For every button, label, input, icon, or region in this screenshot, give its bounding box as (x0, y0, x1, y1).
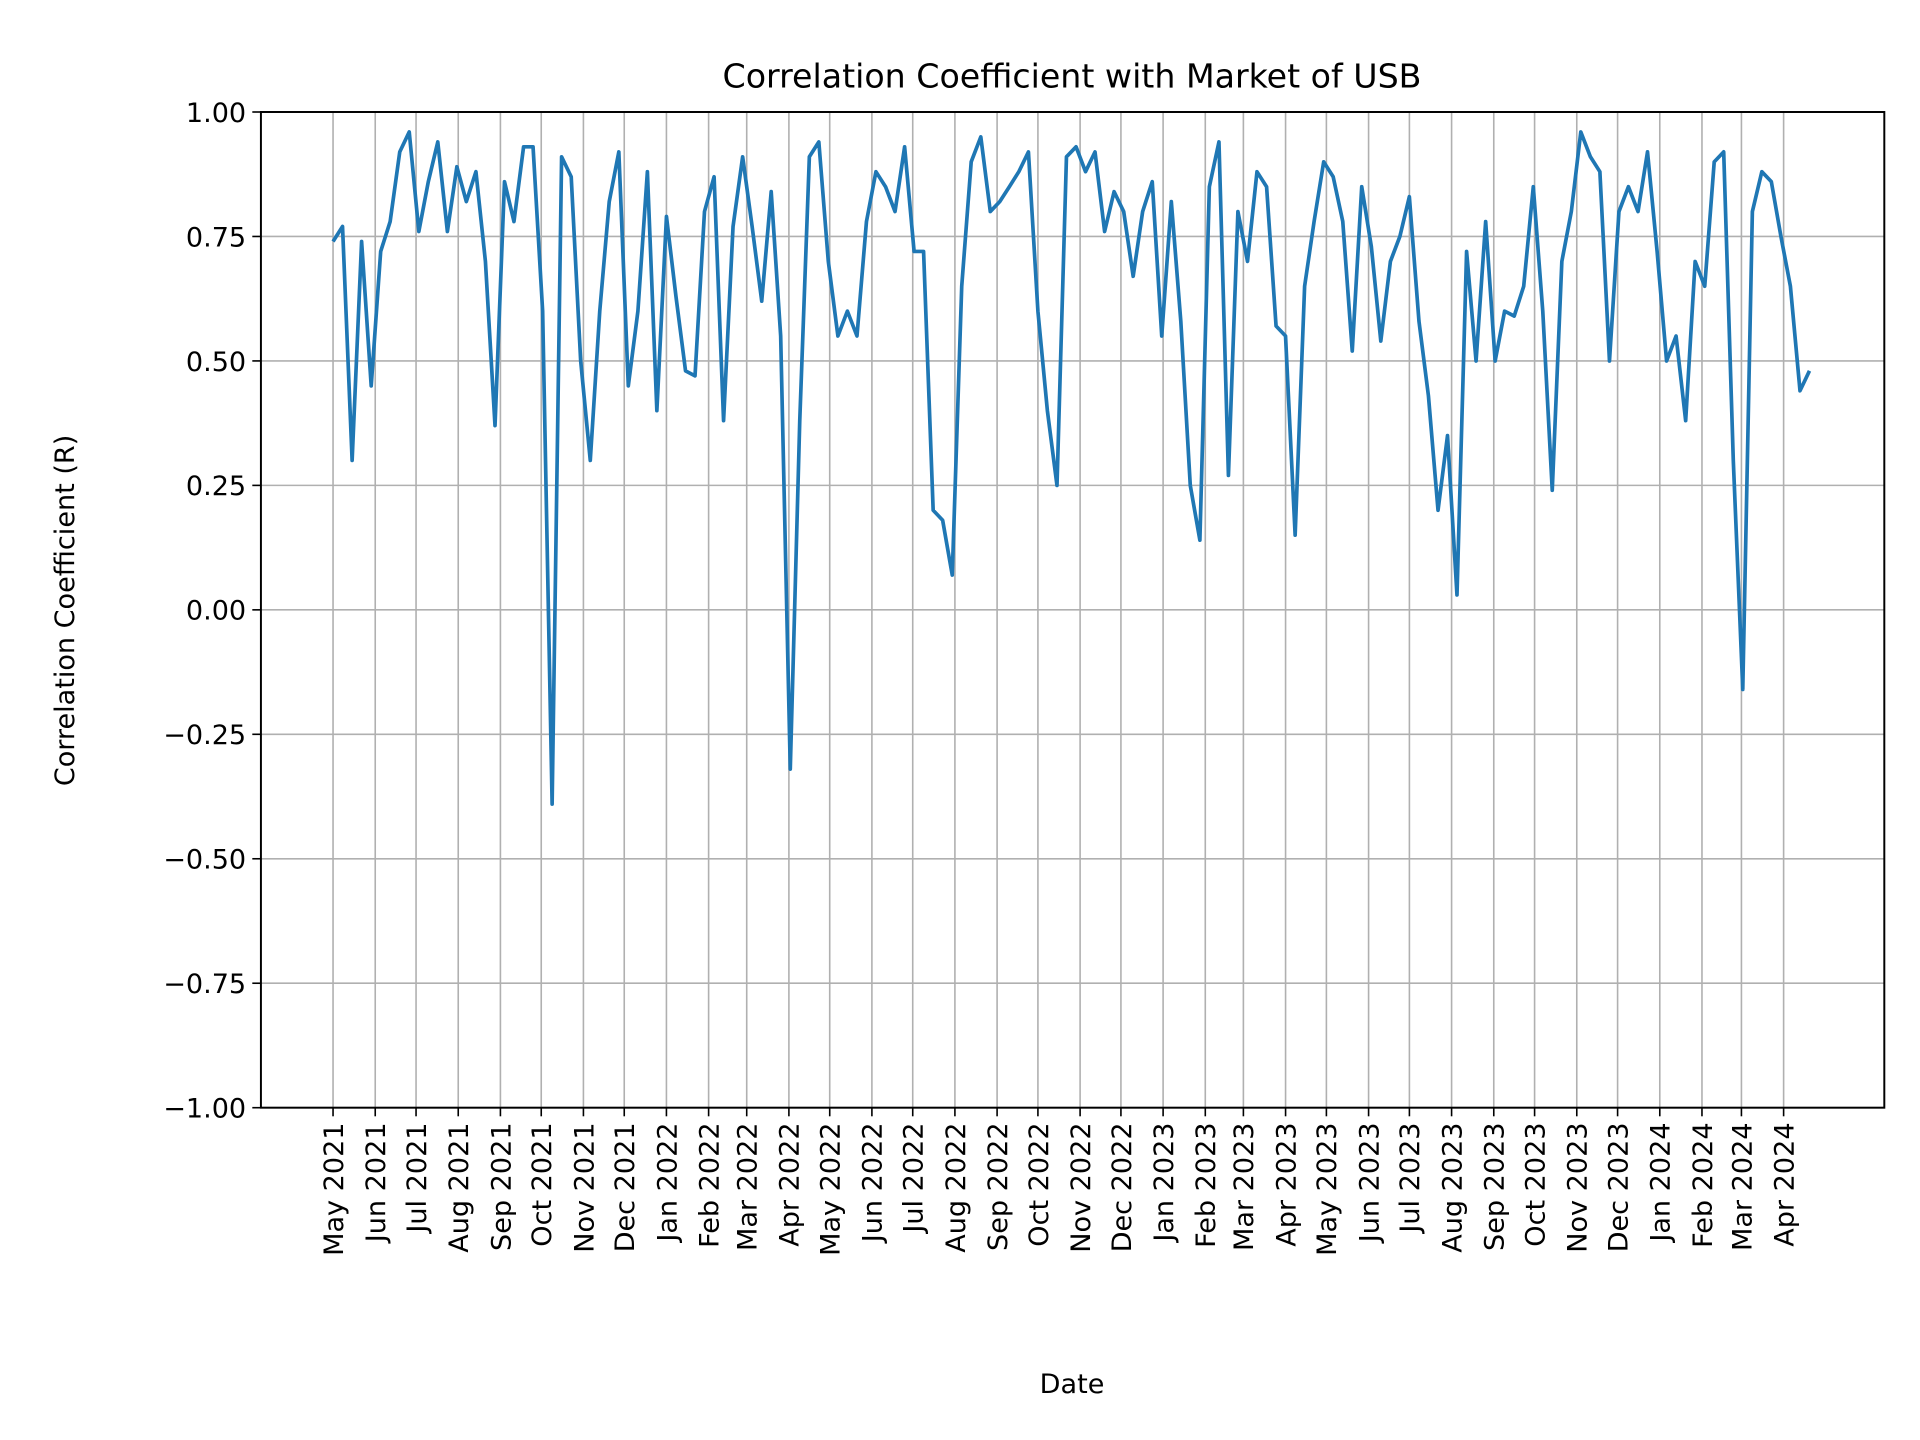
x-tick-label: Jan 2024 (1646, 1122, 1677, 1243)
y-tick-label: −0.25 (163, 720, 246, 751)
y-axis: −1.00 −0.75 −0.50 −0.25 0.00 0.25 0.50 0.75 1.00 (163, 98, 261, 1125)
y-tick-label: 0.00 (186, 596, 246, 627)
x-tick-label: Aug 2022 (941, 1122, 972, 1252)
x-tick-label: Apr 2022 (775, 1122, 806, 1246)
x-axis-label: Date (1040, 1369, 1105, 1400)
y-tick-label: −1.00 (163, 1094, 246, 1125)
x-tick-label: Nov 2021 (569, 1122, 600, 1252)
series-layer (331, 130, 1812, 806)
x-tick-label: Oct 2023 (1520, 1122, 1551, 1246)
x-tick-label: Feb 2024 (1688, 1122, 1719, 1247)
x-tick-label: Sep 2022 (983, 1122, 1014, 1250)
x-tick-label: Jun 2022 (858, 1122, 889, 1244)
y-tick-label: −0.50 (163, 845, 246, 876)
y-tick-label: −0.75 (163, 969, 246, 1000)
x-tick-label: Dec 2023 (1603, 1122, 1634, 1252)
y-tick-label: 0.50 (186, 347, 246, 378)
x-tick-label: Oct 2022 (1024, 1122, 1055, 1246)
correlation-series-line (331, 130, 1812, 806)
x-tick-label: Jun 2023 (1354, 1122, 1385, 1244)
chart-title: Correlation Coefficient with Market of U… (723, 56, 1422, 95)
x-tick-label: Nov 2023 (1563, 1122, 1594, 1252)
y-tick-label: 1.00 (186, 98, 246, 129)
x-tick-label: Feb 2022 (694, 1122, 725, 1247)
x-tick-label: Aug 2023 (1437, 1122, 1468, 1252)
x-tick-label: May 2023 (1312, 1122, 1343, 1255)
x-tick-label: Mar 2024 (1727, 1122, 1758, 1251)
x-tick-label: Jun 2021 (361, 1122, 392, 1244)
y-tick-label: 0.75 (186, 222, 246, 253)
x-tick-label: Apr 2024 (1769, 1122, 1800, 1246)
x-tick-label: Apr 2023 (1271, 1122, 1302, 1246)
x-tick-label: Sep 2023 (1480, 1122, 1511, 1250)
x-tick-label: Oct 2021 (527, 1122, 558, 1246)
grid (260, 111, 1885, 1109)
x-axis: May 2021 Jun 2021 Jul 2021 Aug 2021 Sep 2021… (319, 1107, 1800, 1256)
x-tick-label: May 2021 (319, 1122, 350, 1255)
x-tick-label: Aug 2021 (444, 1122, 475, 1252)
y-axis-label: Correlation Coefficient (R) (50, 435, 81, 786)
x-tick-label: Dec 2022 (1107, 1122, 1138, 1252)
x-tick-label: Jul 2022 (899, 1122, 930, 1234)
x-tick-label: Nov 2022 (1066, 1122, 1097, 1252)
x-tick-label: Dec 2021 (610, 1122, 641, 1252)
x-tick-label: Mar 2022 (733, 1122, 764, 1251)
x-tick-label: Jan 2022 (652, 1122, 683, 1243)
x-tick-label: Feb 2023 (1191, 1122, 1222, 1247)
x-tick-label: May 2022 (816, 1122, 847, 1255)
y-tick-label: 0.25 (186, 471, 246, 502)
x-tick-label: Jul 2023 (1395, 1122, 1426, 1234)
x-tick-label: Sep 2021 (486, 1122, 517, 1250)
x-tick-label: Mar 2023 (1229, 1122, 1260, 1251)
x-tick-label: Jul 2021 (402, 1122, 433, 1234)
x-tick-label: Jan 2023 (1149, 1122, 1180, 1243)
